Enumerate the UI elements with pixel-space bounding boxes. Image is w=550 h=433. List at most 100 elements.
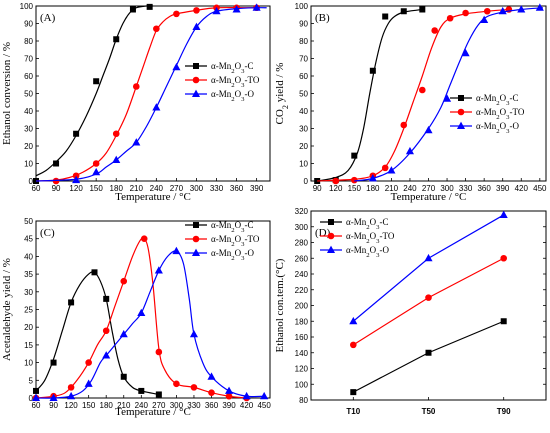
y-tick-label: 200 bbox=[295, 302, 309, 311]
data-point bbox=[91, 269, 98, 276]
y-tick-label: 180 bbox=[295, 317, 309, 326]
data-point bbox=[120, 373, 127, 380]
legend-item: α-Mn2O3-O bbox=[450, 121, 519, 135]
panel-a: 0 10 20 30 40 50 60 70 80 90 100 60 90 120 150 180 210 24… bbox=[1, 2, 271, 203]
x-tick-label: 240 bbox=[135, 401, 149, 410]
data-point bbox=[424, 125, 433, 134]
y-tick-label: 220 bbox=[295, 286, 309, 295]
x-tick-label: 150 bbox=[82, 401, 96, 410]
data-point bbox=[68, 299, 75, 306]
y-tick-label: 70 bbox=[299, 55, 308, 64]
y-axis-label: Ethanol conversion / % bbox=[1, 42, 13, 145]
data-point bbox=[446, 14, 454, 22]
legend: α-Mn2O3-Cα-Mn2O3-TOα-Mn2O3-O bbox=[320, 217, 395, 259]
data-point bbox=[120, 277, 128, 285]
data-point bbox=[53, 160, 60, 167]
data-point bbox=[252, 3, 261, 11]
x-tick-label: 210 bbox=[385, 184, 399, 193]
legend-item: α-Mn2O3-O bbox=[185, 248, 254, 262]
data-point bbox=[483, 7, 491, 15]
data-point bbox=[349, 316, 358, 325]
x-tick-label: 240 bbox=[403, 184, 417, 193]
data-point bbox=[33, 387, 39, 394]
data-point bbox=[112, 155, 121, 163]
legend-label: α-Mn2O3-C bbox=[211, 61, 253, 75]
data-point bbox=[425, 349, 432, 356]
series-to bbox=[350, 254, 508, 349]
series-line bbox=[353, 320, 504, 393]
data-point bbox=[332, 177, 340, 185]
data-point bbox=[517, 5, 526, 13]
data-point bbox=[129, 6, 136, 13]
y-tick-label: 10 bbox=[24, 359, 33, 368]
y-tick-label: 70 bbox=[24, 55, 33, 64]
legend-marker bbox=[193, 222, 199, 228]
data-point bbox=[462, 9, 469, 17]
data-point bbox=[443, 94, 452, 102]
data-point bbox=[350, 176, 358, 184]
data-point bbox=[192, 22, 201, 30]
y-tick-label: 300 bbox=[295, 223, 309, 232]
y-tick-label: 60 bbox=[24, 72, 33, 81]
data-point bbox=[113, 36, 120, 43]
series-c bbox=[33, 3, 154, 184]
x-axis-label: Temperature / °C bbox=[391, 191, 467, 203]
x-tick-label: 300 bbox=[170, 401, 184, 410]
y-tick-label: 45 bbox=[24, 235, 33, 244]
data-point bbox=[351, 152, 358, 159]
x-tick-label: 90 bbox=[49, 401, 58, 410]
y-tick-label: 10 bbox=[299, 160, 308, 169]
legend-item: α-Mn2O3-TO bbox=[320, 231, 395, 245]
data-point bbox=[132, 138, 141, 146]
y-tick-label: 90 bbox=[299, 20, 308, 29]
y-tick-label: 40 bbox=[24, 107, 33, 116]
x-tick-label: 150 bbox=[89, 184, 103, 193]
data-point bbox=[225, 386, 234, 394]
x-tick-label: 60 bbox=[32, 401, 41, 410]
data-point bbox=[400, 121, 408, 129]
legend-item: α-Mn2O3-C bbox=[450, 93, 518, 107]
data-point bbox=[112, 130, 120, 138]
data-point bbox=[424, 253, 433, 262]
y-tick-label: 100 bbox=[295, 2, 309, 11]
legend-marker bbox=[193, 63, 199, 69]
x-tick-label: 120 bbox=[69, 184, 83, 193]
x-tick-label: 180 bbox=[366, 184, 380, 193]
y-tick-label: 30 bbox=[24, 125, 33, 134]
legend-item: α-Mn2O3-TO bbox=[185, 75, 260, 89]
data-point bbox=[85, 359, 92, 366]
y-tick-label: 280 bbox=[295, 239, 309, 248]
x-tick-label: 180 bbox=[100, 401, 114, 410]
y-tick-label: 0 bbox=[29, 394, 34, 403]
y-tick-label: 260 bbox=[295, 254, 309, 263]
data-point bbox=[50, 359, 57, 366]
y-tick-label: 140 bbox=[295, 349, 309, 358]
data-point bbox=[93, 78, 100, 85]
y-tick-label: 5 bbox=[29, 376, 34, 385]
data-point bbox=[172, 246, 181, 255]
data-point bbox=[499, 210, 508, 218]
y-tick-label: 80 bbox=[299, 396, 308, 405]
x-tick-label: 360 bbox=[477, 184, 491, 193]
y-tick-label: 100 bbox=[20, 2, 34, 11]
legend-item: α-Mn2O3-C bbox=[185, 61, 253, 75]
series-line bbox=[35, 250, 265, 399]
panel-c: 0 5 10 15 20 25 30 35 40 45 50 60 90 120 150 180 210 240 2… bbox=[1, 217, 271, 418]
y-axis-label: Acetaldehyde yield / % bbox=[1, 258, 13, 361]
legend-label: α-Mn2O3-O bbox=[211, 89, 254, 103]
data-point bbox=[368, 174, 377, 182]
series-line bbox=[35, 7, 267, 182]
data-point bbox=[67, 391, 76, 400]
y-tick-label: 10 bbox=[24, 160, 33, 169]
legend-item: α-Mn2O3-TO bbox=[450, 107, 525, 121]
x-tick-label: 360 bbox=[230, 184, 244, 193]
y-tick-label: 20 bbox=[24, 323, 33, 332]
x-tick-label: 210 bbox=[130, 184, 144, 193]
series-line bbox=[35, 237, 247, 399]
data-point bbox=[425, 294, 432, 301]
y-tick-label: 240 bbox=[295, 270, 309, 279]
x-tick-label: 360 bbox=[205, 401, 219, 410]
data-point bbox=[212, 6, 221, 15]
data-point bbox=[208, 389, 215, 396]
data-point bbox=[419, 86, 426, 94]
